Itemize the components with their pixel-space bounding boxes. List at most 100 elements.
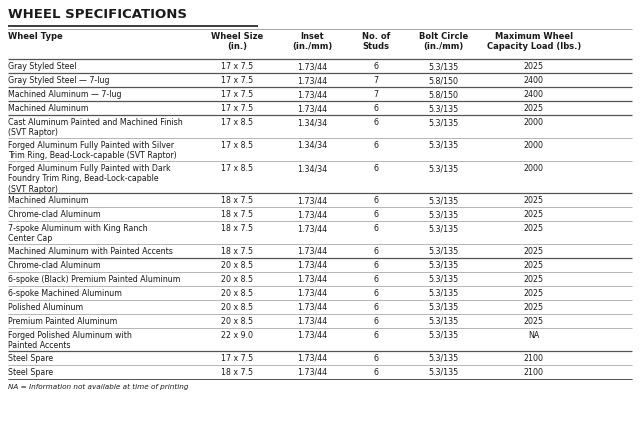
Text: 5.8/150: 5.8/150: [428, 90, 458, 99]
Text: 1.73/44: 1.73/44: [297, 76, 327, 85]
Text: 6: 6: [374, 353, 379, 362]
Text: 2025: 2025: [524, 104, 544, 113]
Text: Steel Spare: Steel Spare: [8, 353, 53, 362]
Text: 18 x 7.5: 18 x 7.5: [221, 367, 253, 376]
Text: 18 x 7.5: 18 x 7.5: [221, 247, 253, 255]
Text: 6-spoke (Black) Premium Painted Aluminum: 6-spoke (Black) Premium Painted Aluminum: [8, 274, 180, 283]
Text: 6: 6: [374, 330, 379, 339]
Text: 5.3/135: 5.3/135: [428, 353, 458, 362]
Text: 18 x 7.5: 18 x 7.5: [221, 209, 253, 219]
Text: 17 x 8.5: 17 x 8.5: [221, 141, 253, 150]
Text: 7: 7: [374, 90, 379, 99]
Text: 5.3/135: 5.3/135: [428, 104, 458, 113]
Text: 6: 6: [374, 367, 379, 376]
Text: 5.3/135: 5.3/135: [428, 261, 458, 269]
Text: 2025: 2025: [524, 288, 544, 297]
Text: 17 x 8.5: 17 x 8.5: [221, 164, 253, 173]
Text: Chrome-clad Aluminum: Chrome-clad Aluminum: [8, 261, 100, 269]
Text: 18 x 7.5: 18 x 7.5: [221, 223, 253, 233]
Text: 2025: 2025: [524, 302, 544, 311]
Text: NA: NA: [528, 330, 540, 339]
Text: 2000: 2000: [524, 141, 544, 150]
Text: Premium Painted Aluminum: Premium Painted Aluminum: [8, 316, 117, 325]
Text: Chrome-clad Aluminum: Chrome-clad Aluminum: [8, 209, 100, 219]
Text: 1.34/34: 1.34/34: [297, 118, 327, 127]
Text: 6: 6: [374, 209, 379, 219]
Text: Gray Styled Steel: Gray Styled Steel: [8, 62, 77, 71]
Text: 5.8/150: 5.8/150: [428, 76, 458, 85]
Text: 2000: 2000: [524, 118, 544, 127]
Text: Wheel Type: Wheel Type: [8, 32, 63, 41]
Text: 17 x 7.5: 17 x 7.5: [221, 76, 253, 85]
Text: Maximum Wheel
Capacity Load (lbs.): Maximum Wheel Capacity Load (lbs.): [486, 32, 581, 51]
Text: 2025: 2025: [524, 62, 544, 71]
Text: 6: 6: [374, 223, 379, 233]
Text: 2025: 2025: [524, 209, 544, 219]
Text: Machined Aluminum: Machined Aluminum: [8, 195, 88, 205]
Text: 2025: 2025: [524, 274, 544, 283]
Text: 1.73/44: 1.73/44: [297, 367, 327, 376]
Text: 6: 6: [374, 247, 379, 255]
Text: 20 x 8.5: 20 x 8.5: [221, 261, 253, 269]
Text: 1.73/44: 1.73/44: [297, 353, 327, 362]
Text: 18 x 7.5: 18 x 7.5: [221, 195, 253, 205]
Text: 1.73/44: 1.73/44: [297, 247, 327, 255]
Text: 5.3/135: 5.3/135: [428, 141, 458, 150]
Text: 2025: 2025: [524, 195, 544, 205]
Text: 17 x 7.5: 17 x 7.5: [221, 353, 253, 362]
Text: Wheel Size
(in.): Wheel Size (in.): [211, 32, 264, 51]
Text: 1.73/44: 1.73/44: [297, 316, 327, 325]
Text: Machined Aluminum — 7-lug: Machined Aluminum — 7-lug: [8, 90, 122, 99]
Text: Forged Polished Aluminum with
Painted Accents: Forged Polished Aluminum with Painted Ac…: [8, 330, 132, 350]
Text: 1.73/44: 1.73/44: [297, 62, 327, 71]
Text: 20 x 8.5: 20 x 8.5: [221, 274, 253, 283]
Text: 1.73/44: 1.73/44: [297, 261, 327, 269]
Text: 2100: 2100: [524, 353, 544, 362]
Text: 17 x 7.5: 17 x 7.5: [221, 104, 253, 113]
Text: Gray Styled Steel — 7-lug: Gray Styled Steel — 7-lug: [8, 76, 109, 85]
Text: 6: 6: [374, 164, 379, 173]
Text: 6: 6: [374, 118, 379, 127]
Text: 1.73/44: 1.73/44: [297, 302, 327, 311]
Text: 7-spoke Aluminum with King Ranch
Center Cap: 7-spoke Aluminum with King Ranch Center …: [8, 223, 148, 243]
Text: 1.73/44: 1.73/44: [297, 104, 327, 113]
Text: 2025: 2025: [524, 261, 544, 269]
Text: Machined Aluminum with Painted Accents: Machined Aluminum with Painted Accents: [8, 247, 173, 255]
Text: 6: 6: [374, 261, 379, 269]
Text: Cast Aluminum Painted and Machined Finish
(SVT Raptor): Cast Aluminum Painted and Machined Finis…: [8, 118, 183, 137]
Text: 5.3/135: 5.3/135: [428, 367, 458, 376]
Text: 1.73/44: 1.73/44: [297, 288, 327, 297]
Text: 1.73/44: 1.73/44: [297, 223, 327, 233]
Text: 6: 6: [374, 274, 379, 283]
Text: 20 x 8.5: 20 x 8.5: [221, 316, 253, 325]
Text: 2025: 2025: [524, 247, 544, 255]
Text: 17 x 7.5: 17 x 7.5: [221, 90, 253, 99]
Text: 5.3/135: 5.3/135: [428, 195, 458, 205]
Text: 2025: 2025: [524, 316, 544, 325]
Text: 7: 7: [374, 76, 379, 85]
Text: 5.3/135: 5.3/135: [428, 330, 458, 339]
Text: 5.3/135: 5.3/135: [428, 62, 458, 71]
Text: 6: 6: [374, 141, 379, 150]
Text: 5.3/135: 5.3/135: [428, 302, 458, 311]
Text: 5.3/135: 5.3/135: [428, 288, 458, 297]
Text: 20 x 8.5: 20 x 8.5: [221, 302, 253, 311]
Text: 17 x 7.5: 17 x 7.5: [221, 62, 253, 71]
Text: 20 x 8.5: 20 x 8.5: [221, 288, 253, 297]
Text: 5.3/135: 5.3/135: [428, 118, 458, 127]
Text: 1.73/44: 1.73/44: [297, 330, 327, 339]
Text: 5.3/135: 5.3/135: [428, 223, 458, 233]
Text: No. of
Studs: No. of Studs: [362, 32, 390, 51]
Text: 1.73/44: 1.73/44: [297, 195, 327, 205]
Text: 6: 6: [374, 104, 379, 113]
Text: 6: 6: [374, 288, 379, 297]
Text: 2100: 2100: [524, 367, 544, 376]
Text: 6: 6: [374, 316, 379, 325]
Text: Forged Aluminum Fully Painted with Dark
Foundry Trim Ring, Bead-Lock-capable
(SV: Forged Aluminum Fully Painted with Dark …: [8, 164, 171, 193]
Text: Polished Aluminum: Polished Aluminum: [8, 302, 83, 311]
Text: 6: 6: [374, 302, 379, 311]
Text: 2000: 2000: [524, 164, 544, 173]
Text: 1.34/34: 1.34/34: [297, 164, 327, 173]
Text: 5.3/135: 5.3/135: [428, 316, 458, 325]
Text: 5.3/135: 5.3/135: [428, 247, 458, 255]
